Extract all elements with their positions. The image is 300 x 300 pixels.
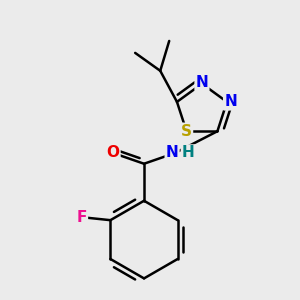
- Text: N: N: [224, 94, 237, 110]
- Text: S: S: [181, 124, 192, 139]
- Text: H: H: [182, 146, 195, 160]
- Text: N: N: [166, 146, 178, 160]
- Text: N: N: [196, 75, 208, 90]
- Text: O: O: [106, 146, 119, 160]
- Text: F: F: [76, 210, 87, 225]
